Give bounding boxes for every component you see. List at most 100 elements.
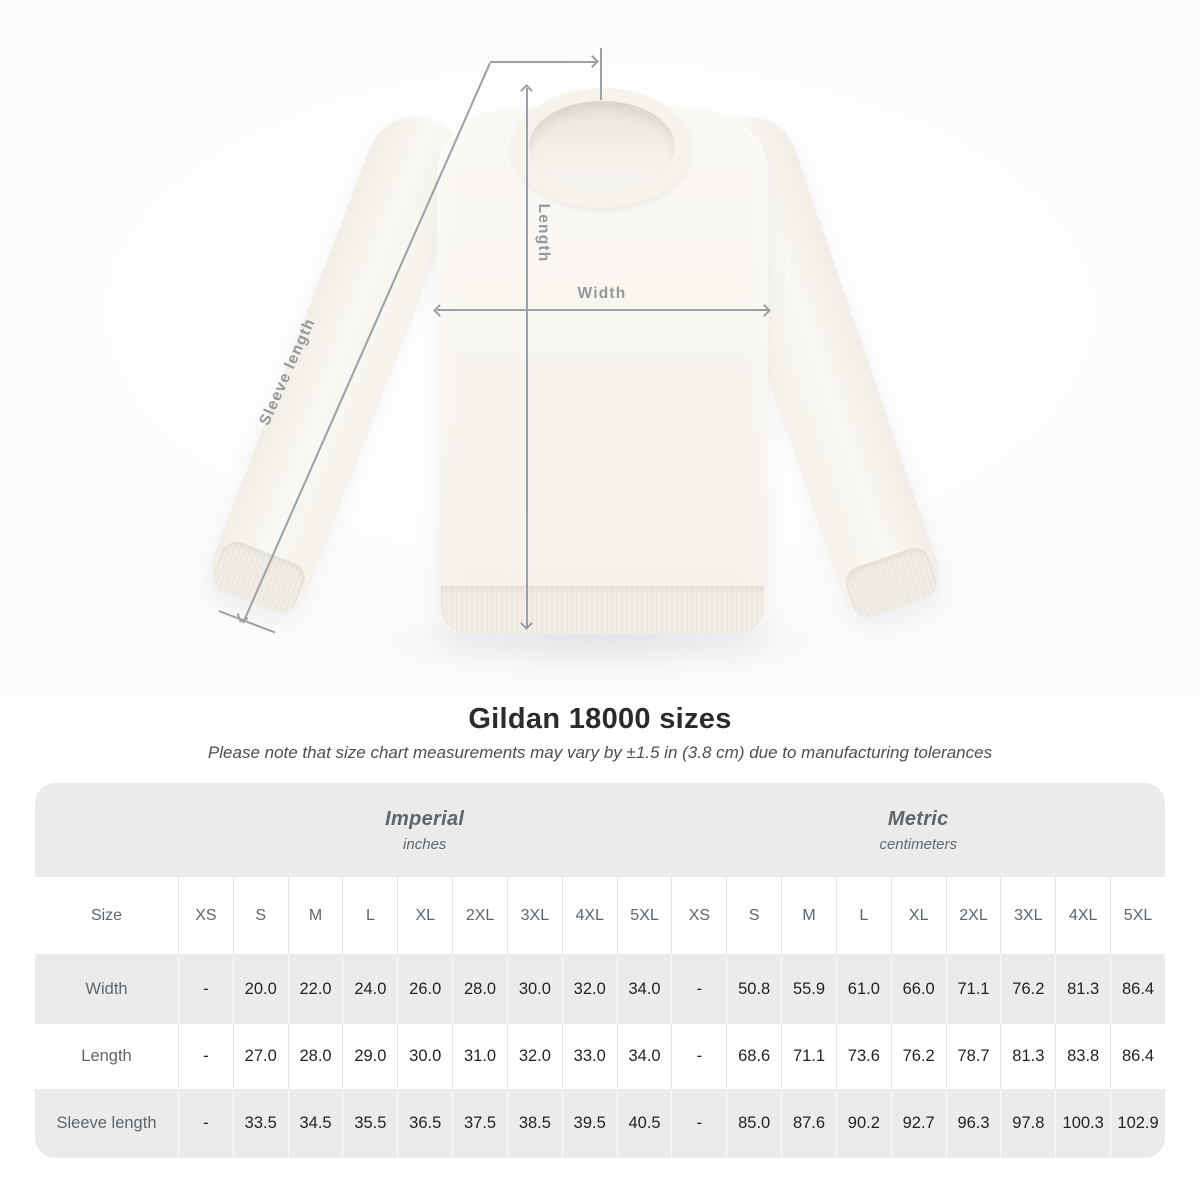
value-cell: 32.0 [506,1024,562,1089]
row-label: Length [35,1024,178,1089]
value-cell: 29.0 [342,1024,398,1089]
value-cell: 76.2 [890,1024,946,1089]
size-col-header: Size [35,877,178,954]
size-header-cell: L [835,877,891,954]
value-cell: - [671,1024,727,1089]
size-header-row: Size XS S M L XL 2XL 3XL 4XL 5XL XS S M … [35,877,1165,954]
value-cell: 90.2 [835,1089,891,1158]
value-cell: 36.5 [397,1089,453,1158]
value-cell: 96.3 [945,1089,1001,1158]
imperial-sublabel: inches [403,835,447,853]
page-title: Gildan 18000 sizes [468,703,732,735]
size-header-cell: 2XL [452,877,507,954]
value-cell: 34.0 [616,954,672,1024]
size-header-cell: L [342,877,398,954]
value-cell: 92.7 [890,1089,946,1158]
value-cell: 38.5 [506,1089,562,1158]
tolerance-note: Please note that size chart measurements… [207,743,993,762]
size-header-cell: 5XL [616,877,672,954]
value-cell: - [178,1089,233,1158]
value-cell: 34.0 [616,1024,672,1089]
size-header-cell: S [232,877,288,954]
value-cell: 33.0 [561,1024,617,1089]
value-cell: 85.0 [726,1089,782,1158]
size-header-cell: 4XL [1055,877,1111,954]
sweatshirt-body [437,106,768,634]
value-cell: 87.6 [781,1089,836,1158]
size-table: Imperial inches Metric centimeters Size … [35,783,1165,1158]
value-cell: 31.0 [452,1024,507,1089]
length-measure-label: Length [535,203,552,263]
value-cell: 34.5 [287,1089,343,1158]
width-measure-label: Width [577,285,627,302]
row-label: Width [35,954,178,1024]
size-header-cell: S [726,877,782,954]
size-header-cell: 2XL [945,877,1001,954]
table-row-width: Width - 20.0 22.0 24.0 26.0 28.0 30.0 32… [35,954,1165,1024]
size-header-cell: M [287,877,343,954]
value-cell: 50.8 [726,954,782,1024]
value-cell: 71.1 [945,954,1001,1024]
value-cell: 28.0 [287,1024,343,1089]
value-cell: - [671,954,727,1024]
value-cell: 97.8 [1000,1089,1056,1158]
value-cell: 37.5 [452,1089,507,1158]
value-cell: 32.0 [561,954,617,1024]
metric-label: Metric [887,807,949,830]
value-cell: - [178,954,233,1024]
value-cell: 81.3 [1055,954,1111,1024]
value-cell: 66.0 [890,954,946,1024]
shoulder-reference-line [490,61,598,63]
size-header-cell: XS [671,877,727,954]
size-header-cell: 3XL [506,877,562,954]
row-label: Sleeve length [35,1089,178,1158]
value-cell: 81.3 [1000,1024,1056,1089]
table-row-length: Length - 27.0 28.0 29.0 30.0 31.0 32.0 3… [35,1024,1165,1089]
value-cell: 30.0 [506,954,562,1024]
value-cell: 71.1 [781,1024,836,1089]
size-header-cell: XL [890,877,946,954]
value-cell: 100.3 [1055,1089,1111,1158]
value-cell: 24.0 [342,954,398,1024]
value-cell: 20.0 [232,954,288,1024]
size-header-cell: 4XL [561,877,617,954]
value-cell: 30.0 [397,1024,453,1089]
table-corner-cell [35,783,178,877]
size-header-cell: 5XL [1110,877,1165,954]
value-cell: 102.9 [1110,1089,1165,1158]
length-arrow-line [526,88,528,628]
value-cell: 86.4 [1110,954,1165,1024]
size-header-cell: XL [397,877,453,954]
value-cell: 27.0 [232,1024,288,1089]
value-cell: 40.5 [616,1089,672,1158]
size-header-cell: M [781,877,836,954]
value-cell: 61.0 [835,954,891,1024]
value-cell: 83.8 [1055,1024,1111,1089]
table-row-sleeve-length: Sleeve length - 33.5 34.5 35.5 36.5 37.5… [35,1089,1165,1158]
value-cell: 76.2 [1000,954,1056,1024]
size-header-cell: XS [178,877,233,954]
value-cell: - [178,1024,233,1089]
value-cell: 55.9 [781,954,836,1024]
unit-group-header-row: Imperial inches Metric centimeters [35,783,1165,877]
unit-group-imperial: Imperial inches [178,783,672,877]
value-cell: - [671,1089,727,1158]
value-cell: 86.4 [1110,1024,1165,1089]
measurement-diagram: Width Length Sleeve length [0,0,1200,698]
neck-reference-tick [600,48,602,100]
metric-sublabel: centimeters [879,835,957,853]
value-cell: 22.0 [287,954,343,1024]
size-table-container: Imperial inches Metric centimeters Size … [35,783,1165,1158]
value-cell: 73.6 [835,1024,891,1089]
value-cell: 78.7 [945,1024,1001,1089]
sweatshirt-hem [441,586,764,634]
size-header-cell: 3XL [1000,877,1056,954]
value-cell: 28.0 [452,954,507,1024]
sweatshirt-collar [512,88,692,208]
value-cell: 26.0 [397,954,453,1024]
value-cell: 33.5 [232,1089,288,1158]
imperial-label: Imperial [385,807,465,830]
unit-group-metric: Metric centimeters [671,783,1165,877]
caption-block: Gildan 18000 sizes Please note that size… [0,703,1200,763]
